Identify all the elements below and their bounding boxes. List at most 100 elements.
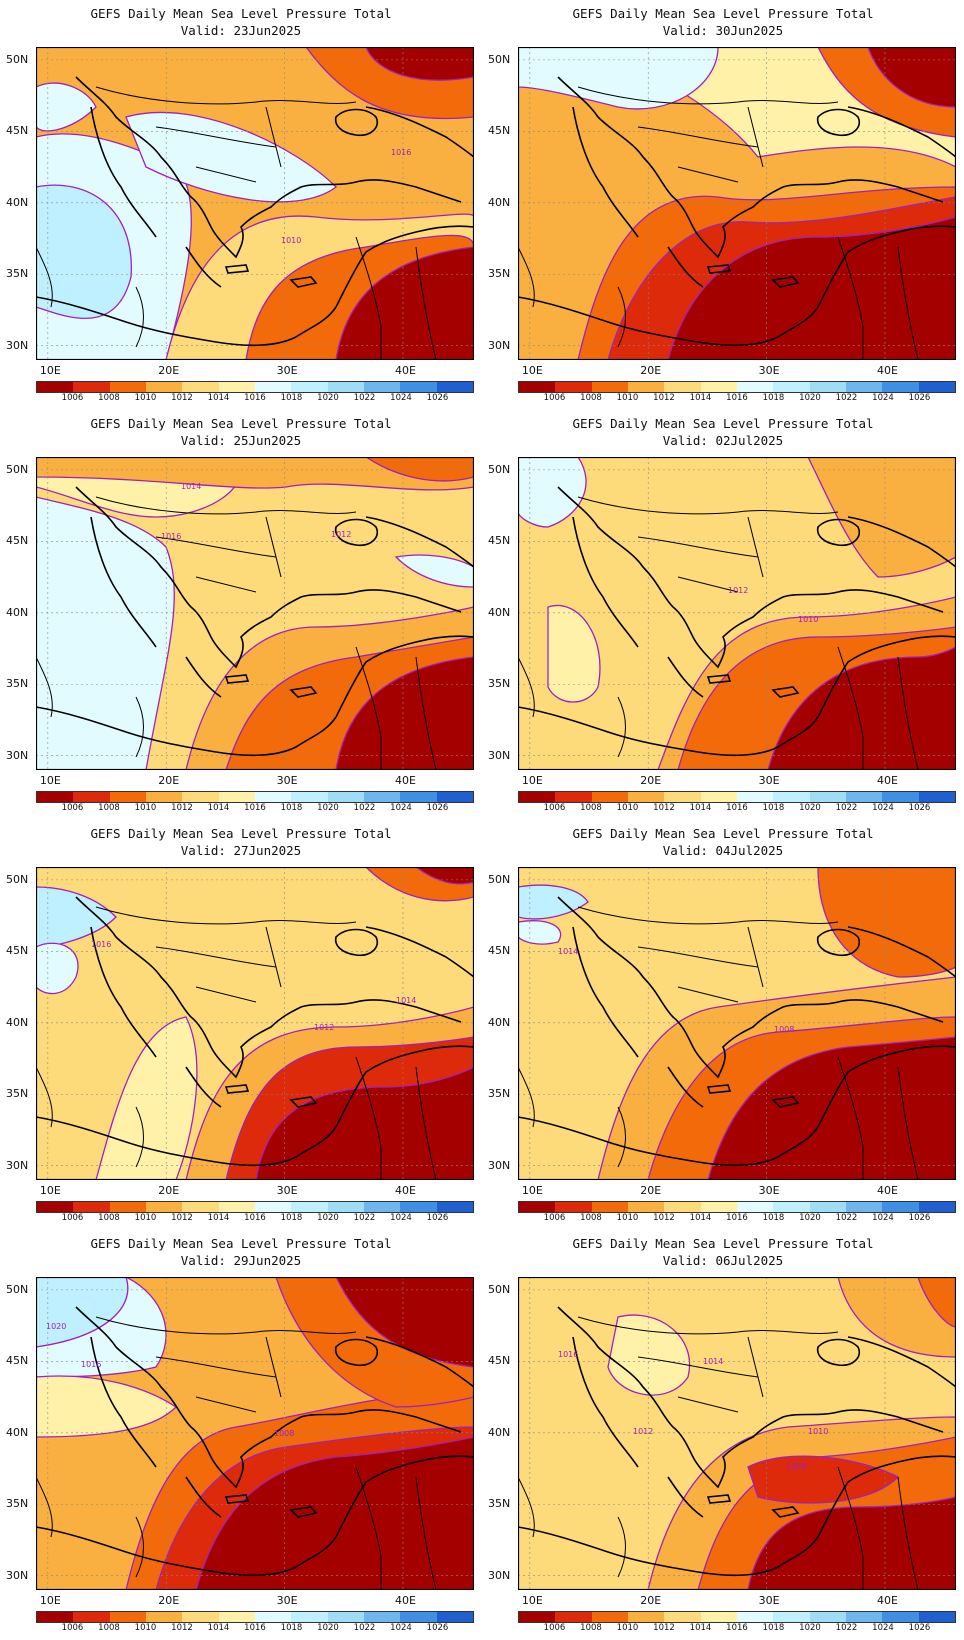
latitude-label: 30N	[6, 338, 29, 352]
colorbar-label: 1020	[799, 803, 821, 813]
contour-label: 1016	[81, 1360, 101, 1369]
coastline	[817, 635, 956, 718]
panel-valid-date: Valid: 29Jun2025	[180, 1253, 302, 1268]
colorbar-swatch	[773, 1612, 810, 1622]
longitude-label: 40E	[394, 1594, 416, 1607]
longitude-label: 40E	[394, 1184, 416, 1197]
colorbar-swatch	[145, 382, 183, 392]
colorbar-label: 1010	[134, 1623, 157, 1633]
colorbar-swatch	[218, 792, 255, 802]
country-border	[265, 1336, 282, 1398]
colorbar-swatch	[555, 1202, 592, 1212]
colorbar-label: 1024	[872, 1623, 894, 1633]
colorbar-swatch	[400, 792, 437, 802]
coastline	[335, 635, 474, 718]
contour-label: 1012	[728, 586, 748, 595]
map-panel: GEFS Daily Mean Sea Level Pressure Total…	[482, 1230, 964, 1640]
colorbar-swatch	[218, 382, 255, 392]
colorbar-swatch	[400, 382, 437, 392]
colorbar-label: 1024	[390, 1623, 412, 1633]
pressure-contour-band	[607, 1314, 691, 1396]
longitude-label: 20E	[158, 774, 180, 787]
contour-label: 1012	[331, 530, 351, 539]
colorbar-label: 1016	[726, 1213, 748, 1223]
country-border	[577, 496, 839, 515]
latitude-label: 40N	[488, 1015, 511, 1029]
country-border	[155, 946, 277, 968]
panel-title: GEFS Daily Mean Sea Level Pressure Total	[90, 6, 392, 21]
coastline	[847, 926, 956, 978]
colorbar-label: 1008	[98, 393, 120, 403]
country-border	[355, 1056, 382, 1180]
latitude-label: 45N	[488, 124, 511, 138]
country-border	[677, 166, 739, 183]
pressure-contour-band	[518, 457, 587, 528]
colorbar-swatch	[254, 382, 292, 392]
pressure-contour-band	[518, 920, 562, 945]
colorbar-swatch	[591, 1612, 628, 1622]
map-frame	[518, 47, 956, 360]
pressure-map: 1014 1008	[518, 867, 956, 1180]
coastline	[335, 1045, 474, 1128]
colorbar	[36, 1201, 474, 1213]
panel-valid-date: Valid: 30Jun2025	[662, 23, 784, 38]
colorbar-label: 1006	[543, 803, 566, 813]
colorbar-label: 1020	[799, 1623, 821, 1633]
coastline	[289, 1096, 318, 1108]
country-border	[617, 1516, 626, 1578]
latitude-label: 35N	[488, 267, 511, 281]
colorbar-label: 1008	[98, 803, 120, 813]
colorbar-label: 1012	[171, 1623, 193, 1633]
pressure-map: 1020 1016 1008	[36, 1277, 474, 1590]
colorbar-swatch	[736, 382, 774, 392]
longitude-label: 10E	[39, 774, 61, 787]
longitude-label: 10E	[39, 364, 61, 377]
coastline	[224, 674, 250, 684]
colorbar-label: 1018	[762, 1213, 785, 1223]
colorbar-swatch	[700, 792, 737, 802]
coastline	[365, 1336, 474, 1388]
longitude-label: 20E	[158, 1184, 180, 1197]
longitude-label: 40E	[876, 774, 898, 787]
colorbar-label: 1026	[426, 803, 449, 813]
map-canvas: 1014 1016 1012	[36, 457, 474, 770]
pressure-contour-band	[95, 1016, 198, 1180]
colorbar-swatch	[400, 1202, 437, 1212]
pressure-map: 1016 1014 1012 1010 1008	[518, 1277, 956, 1590]
contour-label: 1010	[798, 615, 818, 624]
coastline	[706, 1084, 732, 1094]
pressure-contour-band	[335, 656, 474, 770]
latitude-label: 30N	[6, 1158, 29, 1172]
colorbar-label: 1010	[616, 803, 639, 813]
contour-label: 1008	[786, 1462, 806, 1471]
coastline	[816, 928, 860, 957]
country-border	[518, 1066, 535, 1128]
country-border	[518, 1476, 535, 1538]
longitude-label: 30E	[276, 364, 298, 377]
colorbar-label: 1010	[134, 1213, 157, 1223]
country-border	[36, 656, 53, 718]
panel-title: GEFS Daily Mean Sea Level Pressure Total	[90, 1236, 392, 1251]
colorbar-swatch	[773, 382, 810, 392]
coastline	[185, 246, 222, 288]
colorbar	[36, 1611, 474, 1623]
pressure-contour-band	[335, 246, 474, 360]
map-canvas	[518, 47, 956, 360]
country-border	[95, 496, 357, 515]
coastline	[224, 1494, 250, 1504]
colorbar-swatch	[809, 1202, 846, 1212]
colorbar	[518, 791, 956, 803]
map-frame	[36, 1277, 474, 1590]
country-border	[617, 696, 626, 758]
colorbar-swatch	[700, 1202, 737, 1212]
country-border	[897, 1066, 919, 1180]
longitude-label: 10E	[39, 1594, 61, 1607]
colorbar-swatch	[37, 792, 74, 802]
map-frame	[36, 867, 474, 1180]
country-border	[135, 1106, 144, 1168]
colorbar-swatch	[109, 1612, 146, 1622]
contour-label: 1016	[161, 532, 181, 541]
coastline	[817, 1045, 956, 1128]
coastline	[365, 926, 474, 978]
colorbar-swatch	[700, 1612, 737, 1622]
